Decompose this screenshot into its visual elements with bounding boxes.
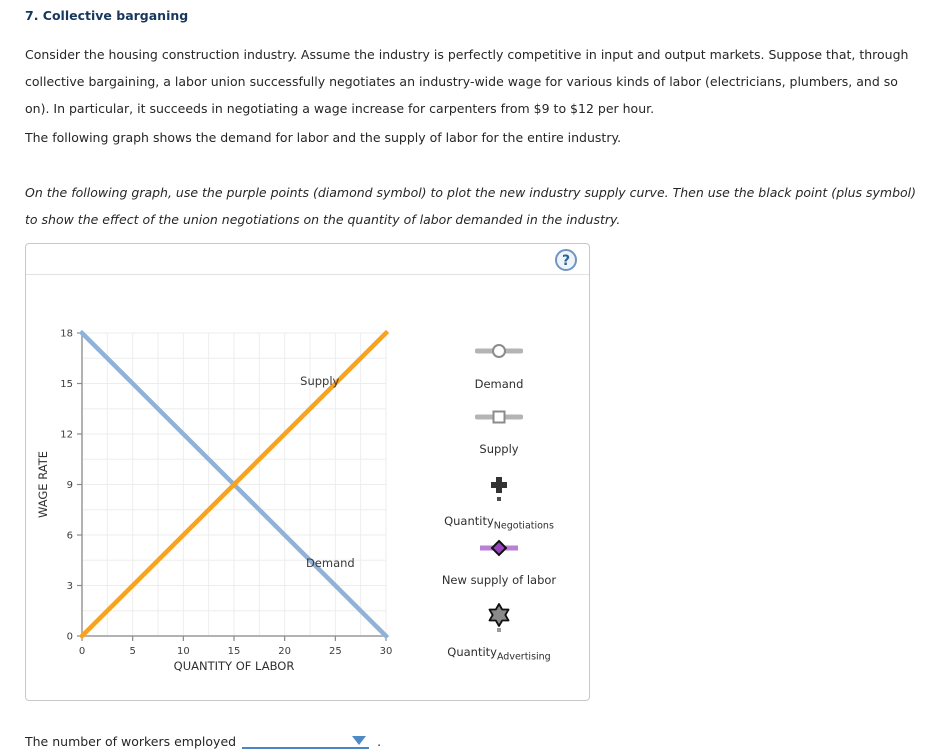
slider-square-icon <box>474 410 524 424</box>
question-title: 7. Collective barganing <box>25 8 189 23</box>
svg-text:25: 25 <box>329 646 342 657</box>
legend-label-new-supply: New supply of labor <box>441 573 557 587</box>
svg-text:0: 0 <box>67 632 73 643</box>
diamond-point-icon <box>480 539 518 557</box>
svg-text:0: 0 <box>79 646 85 657</box>
legend-marker-demand[interactable] <box>424 343 574 362</box>
answer-sentence-text: The number of workers employed <box>25 734 237 749</box>
svg-text:10: 10 <box>177 646 190 657</box>
legend-marker-supply[interactable] <box>424 409 574 428</box>
svg-text:15: 15 <box>228 646 241 657</box>
svg-text:15: 15 <box>60 379 73 390</box>
legend-label-text: Quantity <box>444 514 494 528</box>
labor-market-chart[interactable]: 0 5 10 15 20 25 30 0 3 6 9 12 15 18 Supply Demand QUANTI… <box>26 275 446 695</box>
legend-label-demand: Demand <box>474 377 524 391</box>
svg-text:QUANTITY OF LABOR: QUANTITY OF LABOR <box>174 659 295 673</box>
chart-legend: Demand Supply QuantityNegotiations New s… <box>424 275 574 695</box>
slider-circle-icon <box>474 344 524 358</box>
svg-text:20: 20 <box>278 646 291 657</box>
star-point-icon <box>488 603 510 632</box>
svg-text:5: 5 <box>129 646 135 657</box>
legend-label-text: Quantity <box>447 645 497 659</box>
help-icon[interactable]: ? <box>555 249 577 271</box>
svg-text:6: 6 <box>67 531 73 542</box>
answer-sentence-period: . <box>377 734 382 749</box>
svg-text:30: 30 <box>380 646 393 657</box>
intro-paragraph: Consider the housing construction indust… <box>25 47 909 116</box>
legend-label-quantity-negotiations: QuantityNegotiations <box>424 514 574 531</box>
svg-text:Supply: Supply <box>300 374 339 388</box>
svg-text:18: 18 <box>60 329 73 340</box>
plus-point-icon <box>491 477 507 501</box>
graph-tool-header: ? <box>26 244 589 275</box>
svg-text:Demand: Demand <box>306 556 355 570</box>
legend-label-subscript: Negotiations <box>493 520 554 532</box>
graph-tool-panel: ? 0 5 10 15 20 25 30 0 3 6 9 12 15 18 Supply Demand QUAN… <box>25 243 590 701</box>
svg-text:12: 12 <box>60 430 73 441</box>
instruction-paragraph: On the following graph, use the purple p… <box>25 185 917 227</box>
legend-marker-quantity-negotiations[interactable] <box>424 473 574 506</box>
svg-text:WAGE RATE: WAGE RATE <box>36 451 50 518</box>
chevron-down-icon <box>352 736 367 745</box>
workers-employed-dropdown[interactable] <box>242 731 370 749</box>
answer-sentence: The number of workers employed. <box>25 731 946 749</box>
legend-marker-quantity-advertising[interactable] <box>424 603 574 636</box>
legend-label-supply: Supply <box>479 442 519 456</box>
legend-label-subscript: Advertising <box>496 651 551 663</box>
svg-text:3: 3 <box>67 581 73 592</box>
legend-label-quantity-advertising: QuantityAdvertising <box>424 645 574 662</box>
graph-description-paragraph: The following graph shows the demand for… <box>25 130 622 145</box>
svg-text:9: 9 <box>67 480 73 491</box>
legend-marker-new-supply[interactable] <box>424 539 574 560</box>
